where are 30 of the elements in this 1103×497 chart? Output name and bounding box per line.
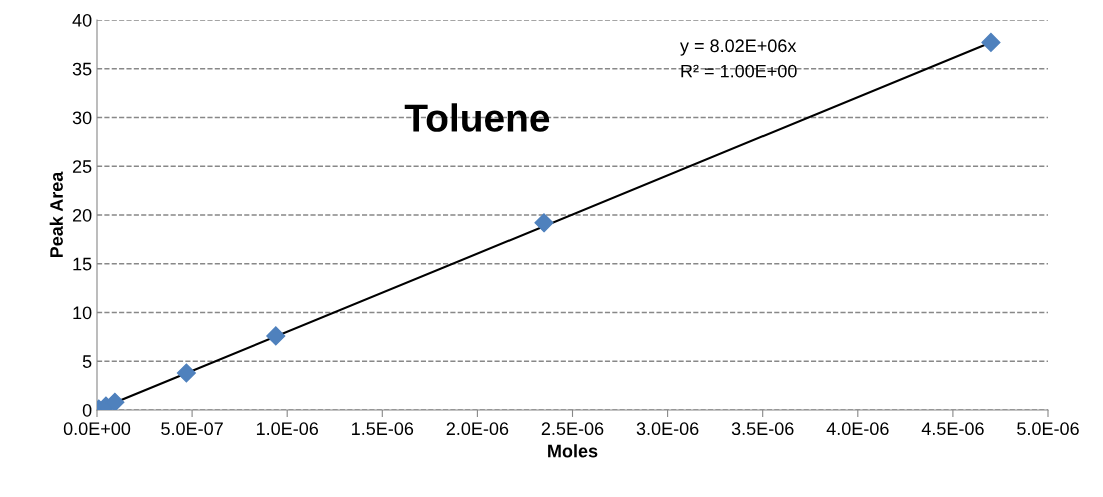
y-axis-title: Peak Area <box>49 171 63 258</box>
y-tick-label: 10 <box>73 306 92 320</box>
point <box>105 392 125 410</box>
point <box>266 326 286 346</box>
x-tick-label: 2.0E-06 <box>446 422 509 436</box>
y-tick-label: 40 <box>72 13 92 27</box>
x-tick-label: 5.0E-07 <box>161 422 223 436</box>
annotation: R² = 1.00E+00 <box>681 64 797 78</box>
y-tick-label: 15 <box>73 257 92 271</box>
y-tick-label: 0 <box>82 403 92 417</box>
y-tick-label: 30 <box>72 111 92 125</box>
y-tick-label: 35 <box>72 62 92 76</box>
x-tick-label: 1.5E-06 <box>352 422 414 436</box>
y-tick-label: 5 <box>82 355 92 368</box>
x-axis-title: Moles <box>548 444 598 458</box>
annotation: y = 8.02E+06x <box>680 39 797 56</box>
x-tick-label: 0.0E+00 <box>63 422 131 436</box>
x-tick-label: 3.5E-06 <box>731 422 794 436</box>
point <box>981 32 1001 52</box>
x-tick-label: 4.5E-06 <box>921 422 984 436</box>
text: Toluene <box>404 103 550 132</box>
y-tick-label: 20 <box>72 208 92 222</box>
x-tick-label: 5.0E-06 <box>1017 422 1079 436</box>
y-tick-label: 25 <box>72 160 92 173</box>
x-tick-label: 2.5E-06 <box>541 422 604 436</box>
point <box>534 213 554 233</box>
x-tick-label: 4.0E-06 <box>826 422 889 436</box>
point <box>176 363 196 383</box>
x-tick-label: 1.0E-06 <box>256 422 319 436</box>
x-tick-label: 3.0E-06 <box>636 422 699 436</box>
